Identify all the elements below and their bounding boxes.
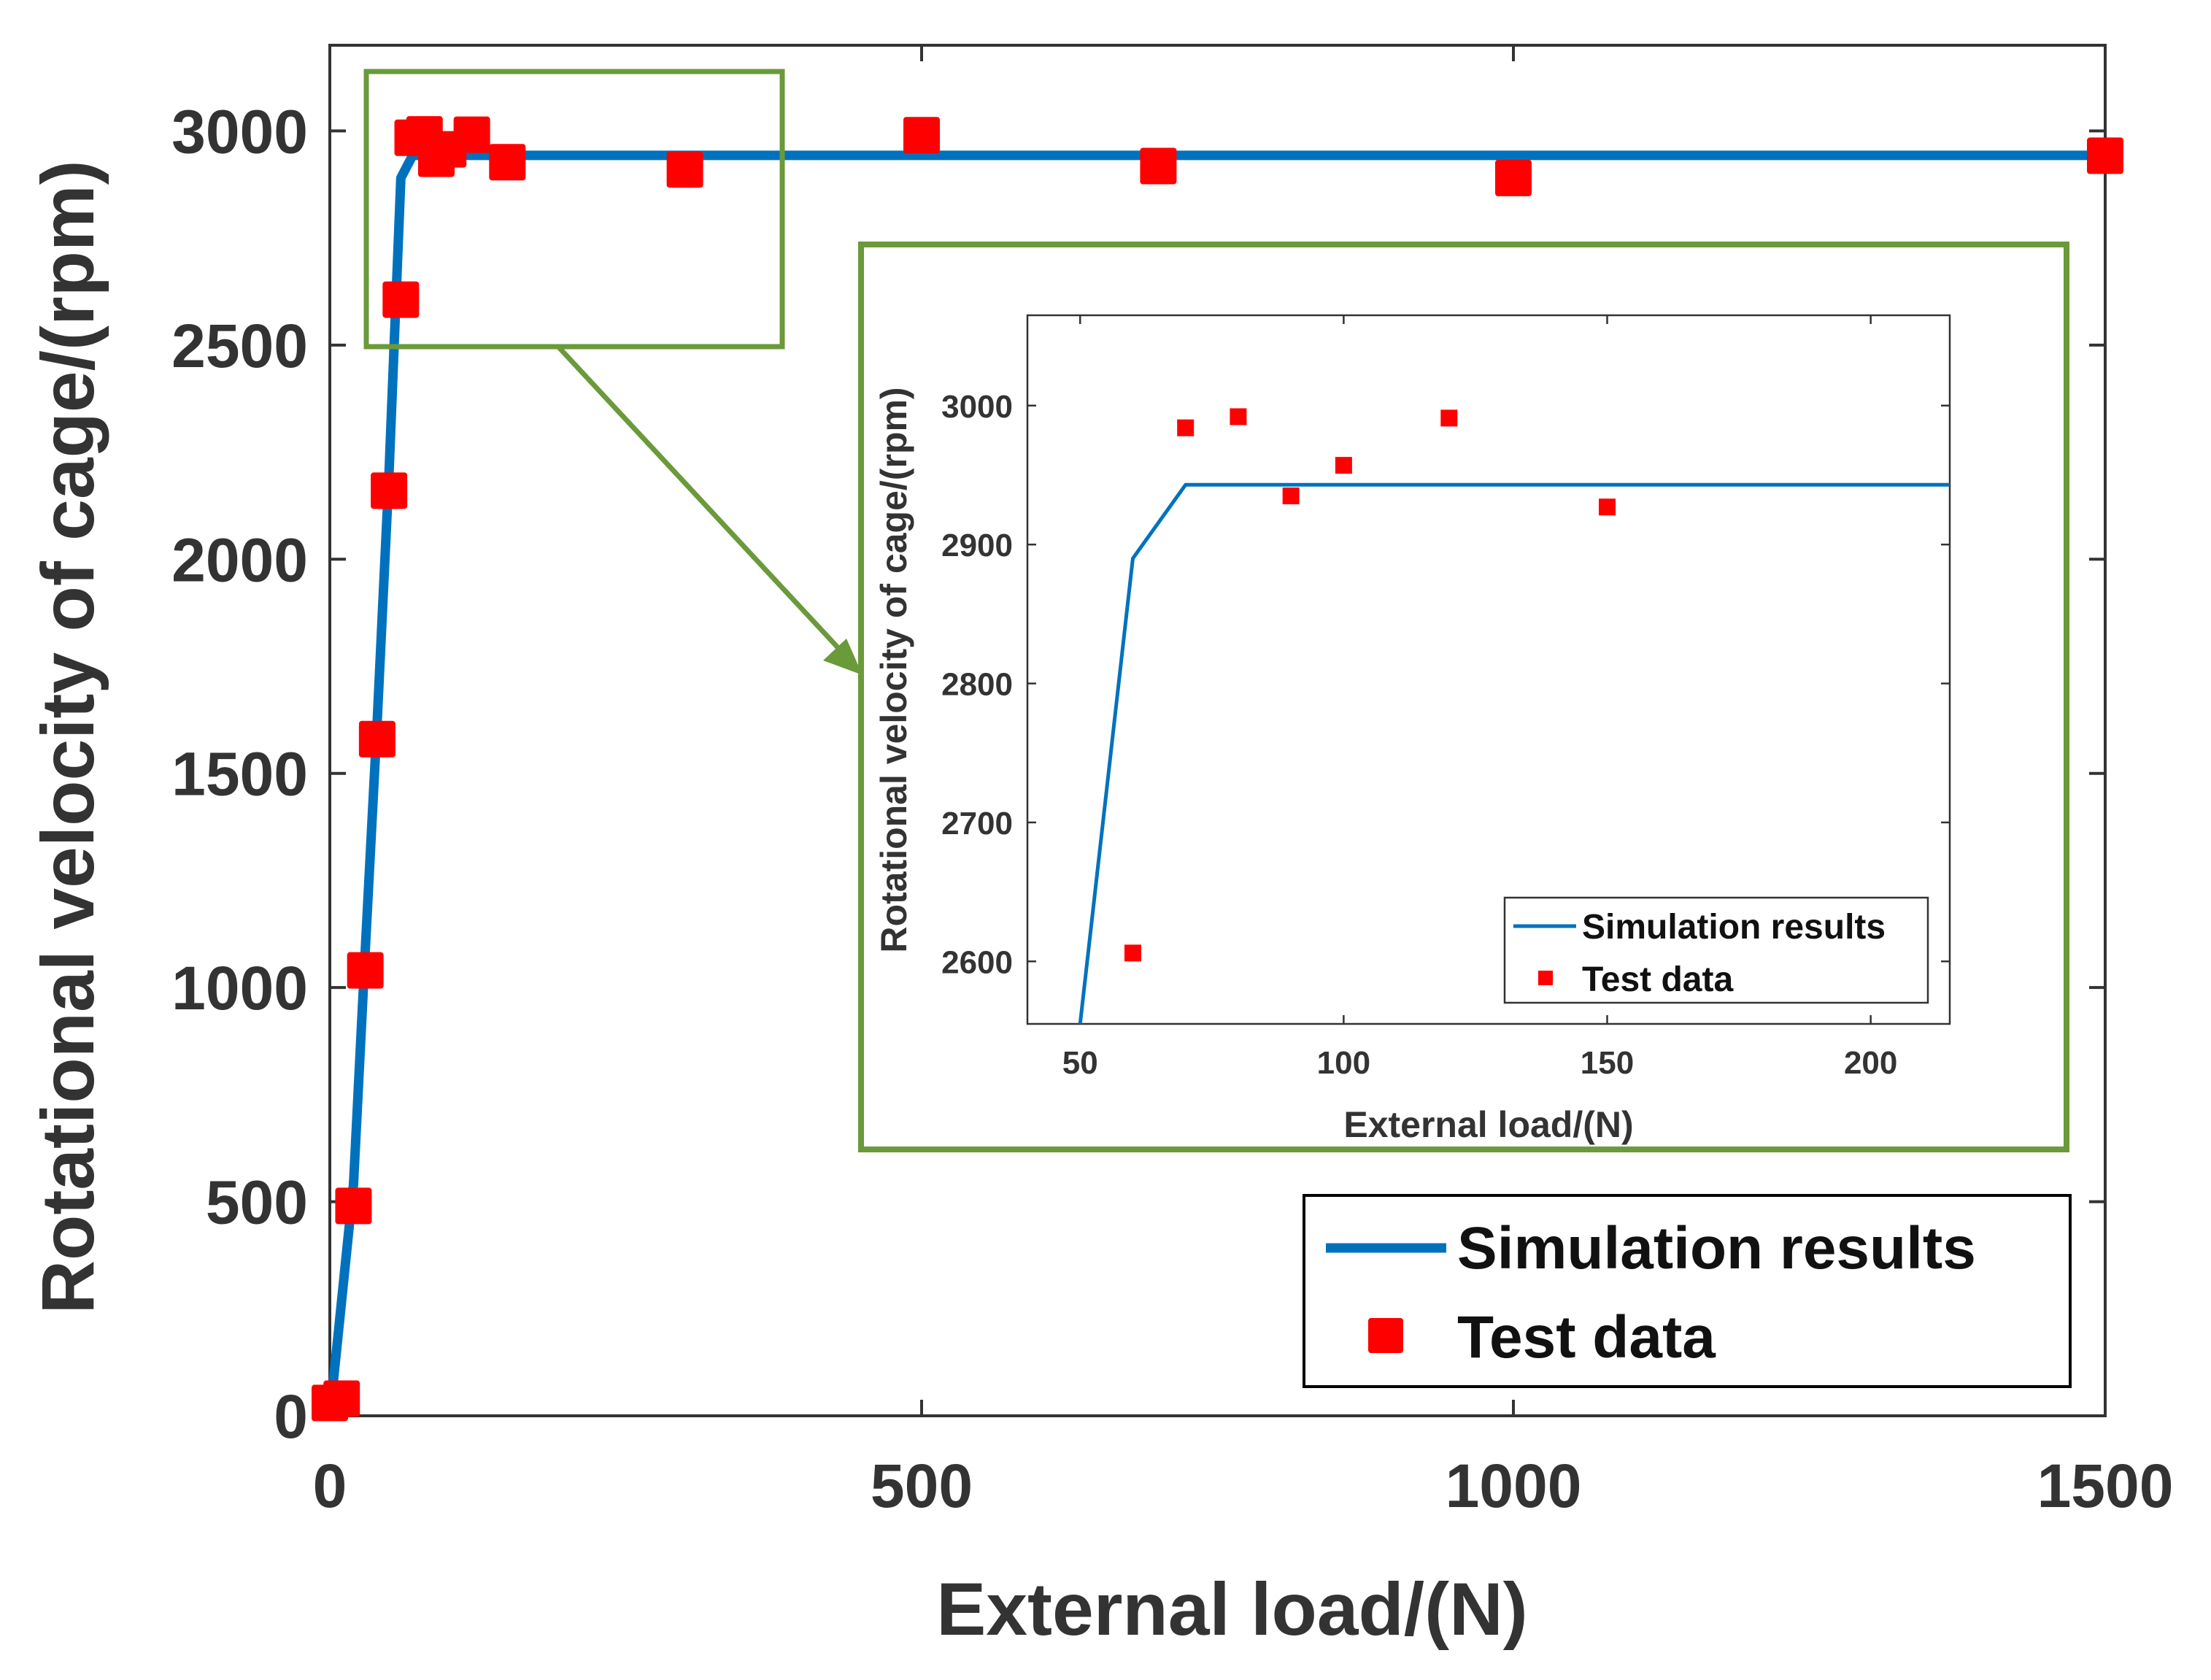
zoom-arrow-head [823, 639, 863, 675]
inset-x-tick-label: 150 [1581, 1045, 1634, 1081]
inset-y-tick-label: 2700 [941, 806, 1013, 841]
inset-test-point [1335, 457, 1352, 474]
inset-y-tick-label: 2900 [941, 528, 1013, 563]
zoom-arrow-line [556, 344, 849, 659]
main-test-point [453, 116, 490, 153]
main-x-axis-label: External load/(N) [936, 1568, 1527, 1651]
inset-y-tick-label: 2600 [941, 944, 1013, 980]
inset-test-point [1177, 419, 1195, 436]
inset-y-tick-label: 3000 [941, 389, 1013, 425]
main-y-tick-label: 1500 [171, 740, 308, 809]
main-y-tick-label: 3000 [171, 97, 308, 166]
inset-simulation-line [1078, 482, 1950, 1025]
main-test-point [1495, 159, 1532, 196]
main-legend-box [1303, 1194, 2072, 1388]
main-x-tick-label: 0 [313, 1452, 347, 1520]
main-x-tick-label: 1500 [2037, 1452, 2174, 1520]
inset-legend-box [1503, 896, 1929, 1004]
inset-x-axis-label: External load/(N) [1343, 1104, 1633, 1145]
inset-test-point [1599, 498, 1616, 516]
inset-y-tick-label: 2800 [941, 667, 1013, 703]
main-test-point [1140, 147, 1177, 185]
main-y-tick-label: 2500 [171, 312, 308, 380]
inset-test-point [1440, 409, 1458, 427]
main-legend-label-test: Test data [1457, 1304, 1716, 1371]
inset-test-point [1124, 944, 1141, 962]
main-legend-marker-swatch [1368, 1318, 1403, 1353]
inset-test-point [1282, 488, 1300, 505]
main-test-point [666, 151, 703, 188]
main-y-axis-label: Rotational velocity of cage/(rpm) [26, 160, 109, 1314]
main-y-tick-label: 500 [206, 1168, 308, 1237]
inset-y-axis-label: Rotational velocity of cage/(rpm) [873, 387, 914, 952]
inset-x-tick-label: 50 [1062, 1045, 1098, 1081]
main-legend-label-simulation: Simulation results [1457, 1215, 1976, 1282]
main-y-tick-label: 2000 [171, 525, 308, 594]
main-test-point [358, 720, 395, 758]
inset-legend-label-simulation: Simulation results [1582, 908, 1886, 947]
main-test-point [489, 144, 526, 181]
main-y-tick-label: 0 [274, 1382, 308, 1451]
zoom-region-box [363, 69, 785, 350]
inset-test-point [1230, 408, 1247, 425]
inset-x-tick-label: 100 [1317, 1045, 1370, 1081]
main-test-point [382, 281, 420, 318]
main-x-tick-label: 1000 [1446, 1452, 1582, 1520]
main-test-point [347, 952, 384, 989]
main-test-point [335, 1187, 372, 1225]
main-test-point [371, 472, 408, 509]
inset-legend-marker-swatch [1538, 971, 1553, 985]
inset-x-tick-label: 200 [1844, 1045, 1897, 1081]
main-y-tick-label: 1000 [171, 954, 308, 1022]
main-test-point [2087, 137, 2123, 174]
main-x-tick-label: 500 [871, 1452, 973, 1520]
main-test-point [903, 117, 940, 154]
main-test-point [323, 1380, 360, 1417]
main-simulation-line [325, 150, 2105, 1417]
inset-legend-label-test: Test data [1582, 960, 1733, 999]
